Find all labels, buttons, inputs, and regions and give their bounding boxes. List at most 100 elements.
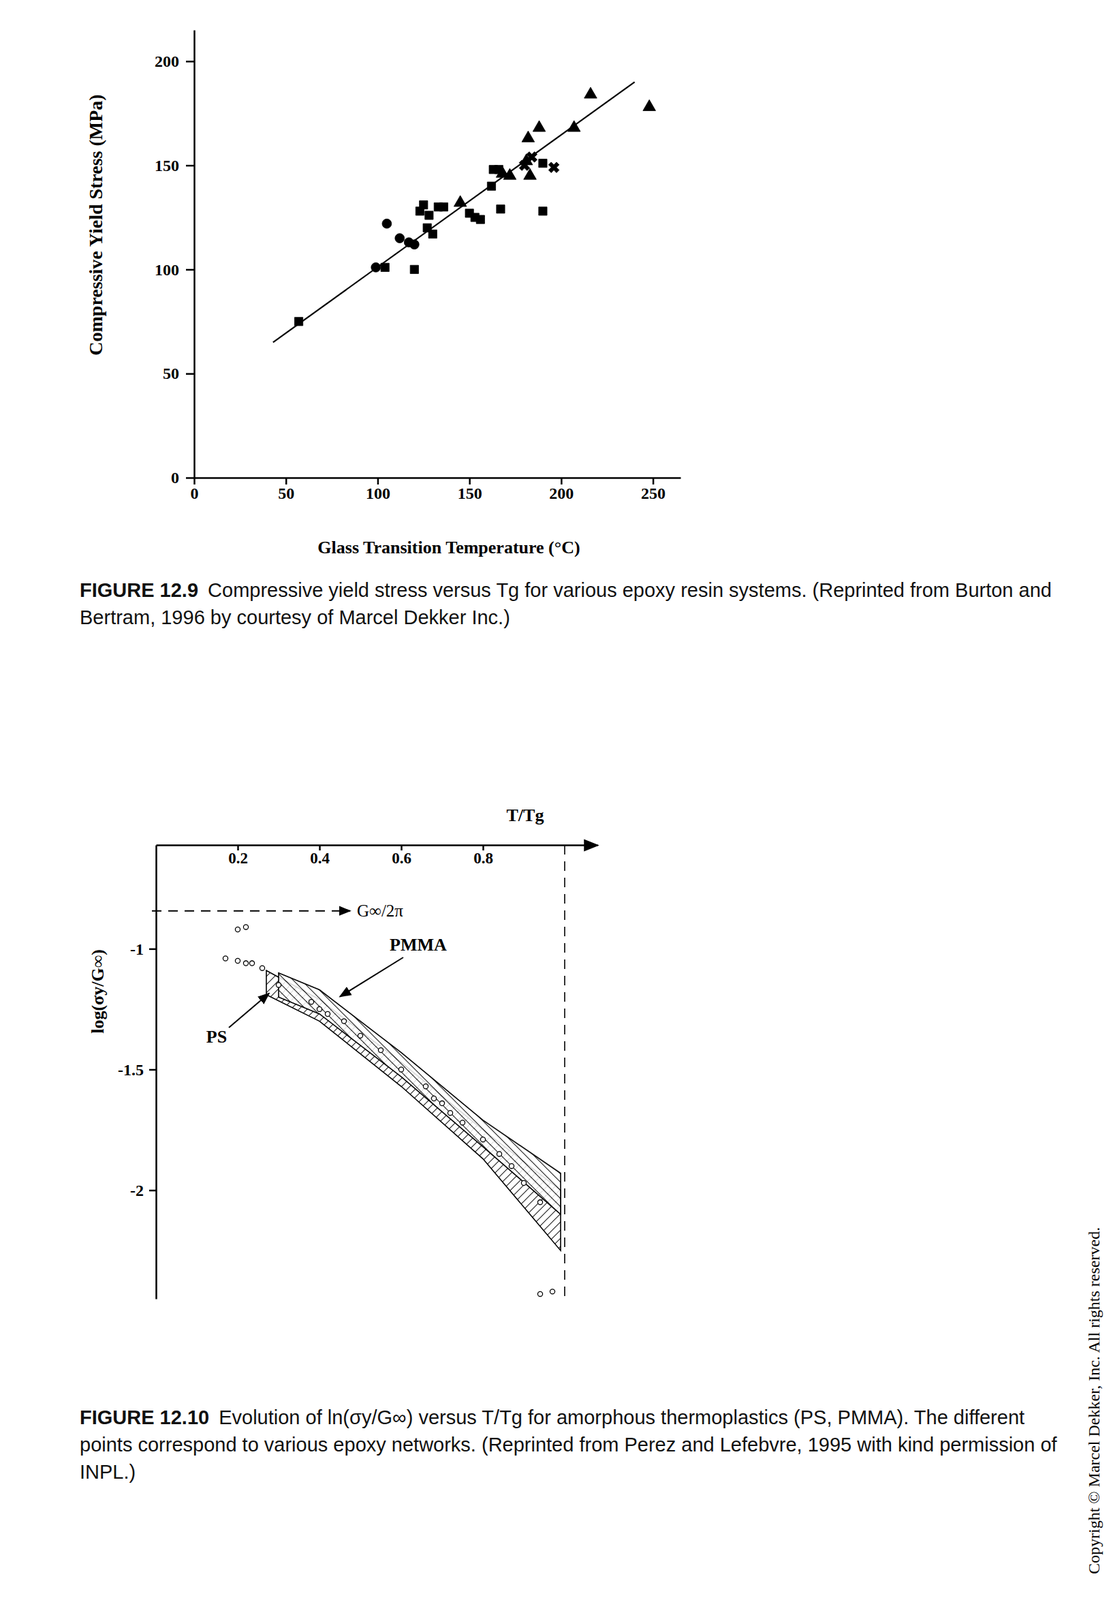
tick-mark bbox=[149, 1189, 156, 1192]
tick-mark bbox=[652, 477, 655, 485]
data-point bbox=[447, 1110, 453, 1116]
data-point bbox=[425, 211, 434, 220]
caption-label: FIGURE 12.10 bbox=[79, 1405, 210, 1428]
data-point bbox=[243, 960, 248, 966]
data-point bbox=[521, 1179, 526, 1185]
axis: 0 50 100 150 200 bbox=[154, 30, 195, 488]
data-point bbox=[431, 1095, 436, 1101]
tick-label: 0 bbox=[170, 468, 180, 487]
copyright-note: Copyright © Marcel Dekker, Inc. All righ… bbox=[1085, 1226, 1103, 1574]
tick: 250 bbox=[640, 477, 666, 503]
tick-label: 100 bbox=[154, 260, 180, 279]
axis: 050100150200250 bbox=[190, 477, 682, 503]
data-point bbox=[316, 1006, 322, 1011]
series-annotation: PS bbox=[206, 1026, 227, 1047]
data-point bbox=[308, 999, 314, 1005]
data-point bbox=[259, 965, 265, 970]
tick-label: 200 bbox=[549, 484, 574, 503]
series-annotation: PMMA bbox=[389, 934, 447, 955]
data-point bbox=[341, 1018, 347, 1024]
tick-label: 0.8 bbox=[473, 849, 494, 867]
data-point bbox=[496, 205, 505, 214]
data-point bbox=[459, 1119, 465, 1125]
page-canvas: 0 50 100 150 200 250 0 50 100 150 200 Glass Transit… bbox=[0, 0, 1111, 1600]
data-point bbox=[378, 1047, 383, 1053]
y-axis-title: Compressive Yield Stress (MPa) bbox=[85, 94, 107, 355]
tick-label: 200 bbox=[154, 52, 180, 71]
plot-area bbox=[273, 81, 656, 342]
band bbox=[266, 969, 561, 1250]
tick: 100 bbox=[365, 477, 391, 503]
tick-label: 50 bbox=[162, 364, 180, 383]
data-point bbox=[222, 955, 228, 961]
y-axis-title: log(σy/G∞) bbox=[87, 948, 108, 1034]
data-point bbox=[395, 233, 405, 244]
axis-line bbox=[156, 843, 599, 847]
figure-12-9: 0 50 100 150 200 250 0 50 100 150 200 Glass Transit… bbox=[85, 30, 682, 558]
caption-text: Compressive yield stress versus Tg for v… bbox=[79, 579, 1052, 629]
tick-label: 50 bbox=[277, 484, 295, 503]
tick-mark bbox=[377, 477, 380, 485]
tick-mark bbox=[560, 477, 563, 485]
data-point bbox=[508, 1163, 514, 1169]
tick-mark bbox=[185, 476, 195, 479]
tick: 50 bbox=[162, 364, 195, 383]
data-point bbox=[419, 200, 428, 210]
annotation-arrow bbox=[339, 957, 404, 997]
caption-text: Evolution of ln(σy/G∞) versus T/Tg for a… bbox=[79, 1405, 1058, 1483]
data-point bbox=[439, 1100, 445, 1105]
data-point bbox=[538, 158, 547, 167]
data-point bbox=[243, 924, 248, 930]
axis: -2 -1.5 -1 bbox=[117, 845, 157, 1300]
tick-label: -1 bbox=[130, 940, 144, 958]
axis-line bbox=[194, 476, 682, 479]
data-point bbox=[496, 1151, 502, 1156]
tick-mark bbox=[149, 1068, 156, 1071]
tick: 0 bbox=[170, 468, 195, 487]
data-point bbox=[249, 960, 255, 966]
data-point bbox=[410, 264, 419, 274]
tick-mark bbox=[149, 948, 156, 951]
data-point bbox=[545, 159, 562, 176]
data-point bbox=[439, 202, 448, 212]
data-point bbox=[584, 87, 598, 99]
tick-mark bbox=[185, 269, 195, 272]
tick: -2 bbox=[130, 1181, 156, 1199]
tick: 150 bbox=[154, 156, 195, 175]
data-point bbox=[275, 982, 281, 988]
data-point bbox=[357, 1032, 363, 1038]
data-point bbox=[532, 120, 546, 132]
x-axis-title: T/Tg bbox=[506, 805, 545, 825]
tick: 0.6 bbox=[391, 844, 412, 867]
plot-area bbox=[222, 844, 565, 1299]
tick: 0.8 bbox=[473, 844, 494, 867]
tick-label: 150 bbox=[457, 484, 483, 503]
data-point bbox=[324, 1010, 330, 1016]
axis-line bbox=[155, 845, 158, 1300]
tick-label: 150 bbox=[154, 156, 180, 175]
tick-label: -1.5 bbox=[117, 1060, 144, 1079]
tick-mark bbox=[468, 477, 471, 485]
tick: 50 bbox=[277, 477, 295, 503]
tick: -1.5 bbox=[117, 1060, 156, 1079]
x-axis-title: Glass Transition Temperature (°C) bbox=[317, 537, 580, 558]
data-point bbox=[423, 1083, 428, 1089]
data-point bbox=[503, 168, 517, 180]
band bbox=[278, 972, 561, 1214]
tick: 200 bbox=[154, 52, 195, 71]
data-point bbox=[537, 1290, 543, 1296]
data-point bbox=[643, 99, 656, 111]
tick-mark bbox=[185, 164, 195, 167]
caption-label: FIGURE 12.9 bbox=[79, 579, 199, 601]
axis: 0.20.40.60.8 bbox=[156, 844, 599, 867]
figure-caption: FIGURE 12.10Evolution of ln(σy/G∞) versu… bbox=[79, 1403, 1082, 1485]
tick: 0.2 bbox=[228, 844, 248, 867]
data-point bbox=[538, 207, 547, 216]
data-point bbox=[428, 229, 437, 238]
tick: -1 bbox=[130, 940, 156, 958]
data-point bbox=[521, 130, 535, 142]
tick-mark bbox=[185, 60, 195, 63]
data-point bbox=[480, 1136, 485, 1142]
data-point bbox=[382, 218, 392, 229]
tick: 200 bbox=[549, 477, 574, 503]
